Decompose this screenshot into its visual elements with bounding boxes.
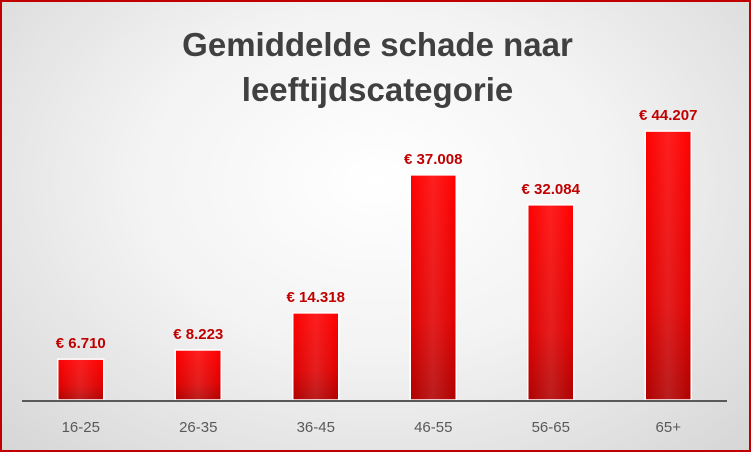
chart-title-line-1: Gemiddelde schade naar [182,26,573,63]
x-tick-label: 16-25 [62,419,100,436]
data-label: € 14.318 [287,289,345,306]
data-label: € 37.008 [404,151,462,168]
bar-shine [175,349,222,400]
bar-shine [527,204,574,400]
data-label: € 6.710 [56,335,106,352]
bar-shine [292,312,339,400]
labels-layer: € 6.710 € 8.223 € 14.318 € 37.008 € 32.084 € … [56,107,698,352]
data-label: € 8.223 [173,326,223,343]
x-tick-label: 36-45 [297,419,335,436]
chart-title: Gemiddelde schade naar leeftijdscategori… [2,22,751,112]
bars-layer [57,130,692,401]
x-tick-label: 26-35 [179,419,217,436]
chart-title-line-2: leeftijdscategorie [241,71,514,108]
x-tick-label: 56-65 [532,419,570,436]
x-tick-labels: 16-25 26-35 36-45 46-55 56-65 65+ [62,419,682,436]
x-tick-label: 46-55 [414,419,452,436]
data-label: € 44.207 [639,107,697,124]
data-label: € 32.084 [522,181,581,198]
x-tick-label: 65+ [656,419,682,436]
bar-shine [410,174,457,400]
bar-shine [57,359,104,400]
bar-shine [645,131,692,400]
